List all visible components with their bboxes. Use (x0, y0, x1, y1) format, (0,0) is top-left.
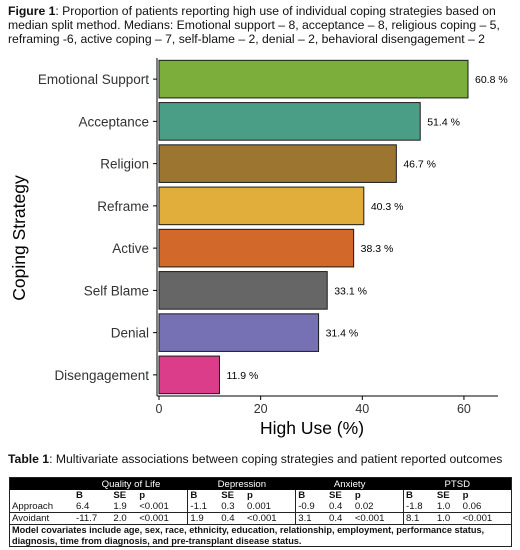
group-header-ptsd: PTSD (403, 477, 512, 490)
bar-self-blame (158, 271, 328, 310)
table-cell: 1.9 (187, 512, 220, 525)
bar-active (158, 228, 355, 268)
subheader-se: SE (329, 490, 342, 501)
subheader-se: SE (436, 490, 450, 501)
category-label: Acceptance (78, 114, 149, 129)
table-cell: <0.001 (245, 512, 296, 525)
group-header-depression: Depression (187, 477, 296, 490)
data-label: 33.1 % (334, 285, 367, 297)
table-cell: -1.8 (403, 501, 435, 513)
table-cell: 0.4 (327, 512, 353, 525)
table-cell: 1.9 (111, 501, 138, 513)
data-label: 46.7 % (403, 159, 436, 171)
data-label: 51.4 % (427, 116, 460, 128)
bar-emotional-support (158, 59, 469, 99)
table-cell: 0.4 (219, 512, 245, 525)
results-table: Quality of Life Depression Anxiety PTSD … (9, 477, 512, 547)
x-axis-title: High Use (%) (260, 418, 364, 438)
table-cell: <0.001 (460, 512, 512, 525)
table-cell: <0.001 (137, 501, 188, 513)
subheader-p: p (354, 490, 361, 501)
coping-strategy-bar-chart: Emotional Support Acceptance Religion Refra… (9, 58, 508, 438)
subheader-p: p (462, 490, 469, 501)
table-footnote-row: Model covariates include age, sex, race,… (10, 525, 512, 547)
x-axis-group: 0 20 40 60 (156, 58, 498, 416)
bar-denial (158, 313, 320, 352)
y-axis-title: Coping Strategy (9, 175, 29, 301)
table-cell: 6.4 (74, 501, 112, 513)
data-label: 40.3 % (371, 201, 404, 213)
data-label: 11.9 % (226, 370, 258, 382)
subheader-p: p (139, 490, 146, 501)
table-cell: 2.0 (111, 512, 138, 525)
subheader-b: B (76, 490, 83, 501)
x-tick-label: 40 (355, 402, 369, 416)
category-label: Denial (111, 326, 149, 341)
table-caption: Table 1: Multivariate associations betwe… (8, 452, 512, 466)
table-row: Avoidant -11.7 2.0 <0.001 1.9 0.4 <0.001… (9, 512, 512, 525)
row-label: Avoidant (9, 512, 74, 525)
table-cell: 3.1 (295, 512, 328, 525)
data-label: 38.3 % (361, 243, 394, 255)
subheader-b: B (403, 490, 435, 501)
table-cell: 0.3 (219, 501, 245, 513)
group-header-anxiety: Anxiety (295, 477, 404, 490)
table-corner-cell (9, 477, 74, 490)
subheader-b: B (295, 490, 328, 501)
category-label: Religion (100, 157, 149, 172)
bars-group (158, 59, 469, 395)
bar-acceptance (158, 102, 421, 141)
table-caption-label: Table 1 (8, 452, 50, 466)
table-cell: 1.0 (434, 501, 461, 513)
table-cell: -1.1 (187, 501, 220, 513)
table-cell: -11.7 (74, 512, 112, 525)
x-tick-label: 20 (254, 402, 268, 416)
table-subheader-row: B SE p B SE p B SE p B SE p (10, 490, 512, 501)
bar-disengagement (158, 355, 220, 395)
figure-caption-label: Figure 1 (8, 4, 56, 18)
table-row: Approach 6.4 1.9 <0.001 -1.1 0.3 0.001 -… (9, 501, 512, 513)
figure-caption: Figure 1: Proportion of patients reporti… (8, 4, 512, 46)
data-label: 31.4 % (326, 328, 359, 340)
table-cell: -0.9 (295, 501, 328, 513)
category-labels-group: Emotional Support Acceptance Religion Refra… (38, 72, 157, 383)
table-group-header-row: Quality of Life Depression Anxiety PTSD (9, 477, 512, 490)
subheader-se: SE (113, 490, 127, 501)
category-label: Self Blame (84, 283, 149, 298)
subheader-p: p (247, 490, 253, 501)
x-tick-label: 0 (156, 402, 163, 416)
table-footnote: Model covariates include age, sex, race,… (12, 525, 485, 546)
category-label: Disengagement (54, 368, 149, 383)
bar-reframe (158, 186, 365, 226)
table-cell: 0.02 (352, 501, 404, 513)
x-tick-label: 60 (457, 402, 471, 416)
category-label: Active (112, 241, 149, 256)
subheader-blank (10, 490, 75, 501)
table-cell: 0.001 (245, 501, 296, 513)
table-caption-text: : Multivariate associations between copi… (49, 452, 503, 466)
data-labels-group: 60.8 % 51.4 % 46.7 % 40.3 % 38.3 % 33.1 % 31.4… (226, 74, 507, 382)
category-label: Reframe (97, 199, 149, 214)
table-cell: <0.001 (352, 512, 404, 525)
figure-caption-text: : Proportion of patients reporting high … (8, 4, 500, 46)
data-label: 60.8 % (475, 74, 508, 86)
table-cell: 0.4 (327, 501, 353, 513)
table-cell: <0.001 (137, 512, 188, 525)
table-cell: 1.0 (434, 512, 461, 525)
bar-religion (158, 144, 397, 183)
group-header-quality-of-life: Quality of Life (74, 477, 188, 490)
row-label: Approach (9, 501, 74, 513)
subheader-b: B (187, 490, 220, 501)
category-label: Emotional Support (38, 72, 149, 87)
table-cell: 8.1 (403, 512, 435, 525)
table-cell: 0.06 (460, 501, 512, 513)
subheader-se: SE (221, 490, 235, 501)
